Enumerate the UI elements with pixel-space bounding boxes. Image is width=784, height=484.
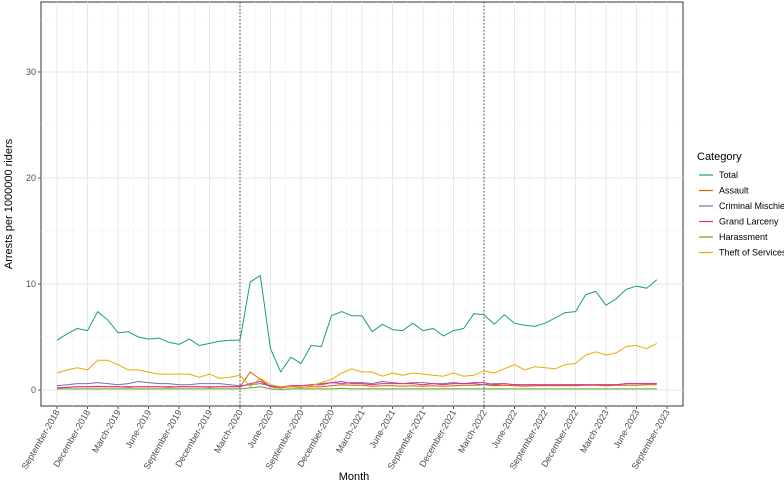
x-tick-label: June-2023 — [611, 408, 641, 450]
legend-label: Harassment — [719, 232, 768, 242]
y-axis: 0 10 20 30 — [26, 67, 41, 395]
x-tick-label: March-2019 — [90, 408, 123, 455]
legend-label: Criminal Mischief — [719, 201, 784, 211]
x-tick-label: March-2023 — [578, 408, 611, 455]
series-line-total — [56, 275, 658, 373]
legend: Category Total Assault Criminal Mischief Gr… — [697, 151, 784, 258]
y-tick-label: 0 — [31, 385, 36, 395]
x-tick-label: March-2020 — [212, 408, 245, 455]
legend-label: Theft of Services — [719, 248, 784, 258]
series-line-theft-of-services — [56, 342, 658, 389]
legend-label: Grand Larceny — [719, 217, 779, 227]
legend-label: Total — [719, 170, 738, 180]
legend-label: Assault — [719, 186, 749, 196]
y-tick-label: 30 — [26, 67, 36, 77]
y-tick-label: 10 — [26, 279, 36, 289]
y-tick-label: 20 — [26, 173, 36, 183]
series-line-harassment — [57, 386, 657, 390]
x-tick-label: March-2022 — [456, 408, 489, 455]
x-tick-label: June-2020 — [245, 408, 275, 450]
x-tick-label: March-2021 — [334, 408, 367, 455]
y-axis-title: Arrests per 1000000 riders — [3, 138, 15, 269]
series-line-grand-larceny — [56, 381, 657, 389]
legend-title: Category — [697, 151, 742, 163]
x-tick-label: June-2021 — [367, 408, 397, 450]
x-axis-title: Month — [339, 471, 370, 483]
x-tick-label: June-2019 — [123, 408, 153, 450]
series-lines — [56, 275, 658, 390]
x-tick-label: June-2022 — [489, 408, 519, 450]
